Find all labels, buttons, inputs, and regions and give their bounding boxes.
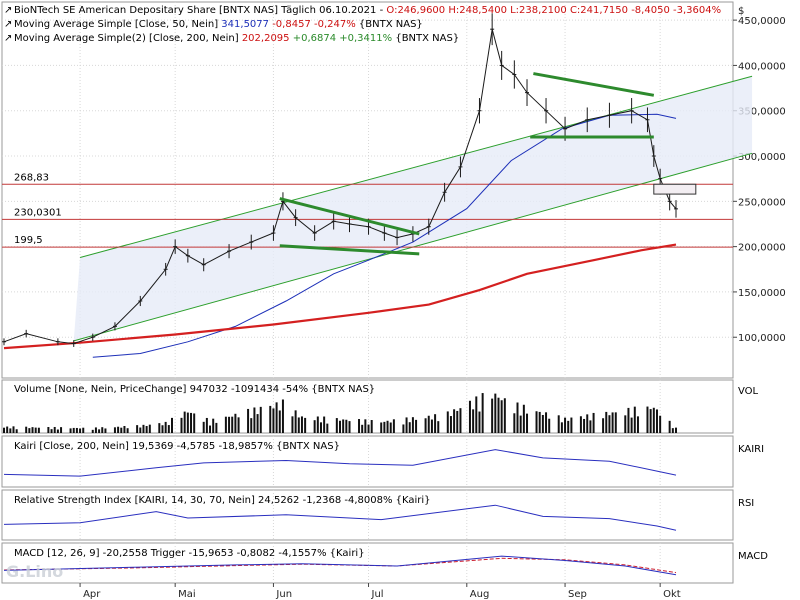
macd-pane: MACD MACD [12, 26, 9] -20,2558 Trigger -1… [1, 542, 768, 584]
ma200-legend-part: Moving Average Simple(2) [Close, 200, Ne… [14, 33, 242, 44]
x-tick-label-apr: Apr [83, 589, 101, 600]
price-pane: 100,0000 150,0000 200,0000 250,0000 300,0000… [1, 1, 786, 379]
x-tick-label-aug: Aug [470, 589, 490, 600]
ma200-legend: Moving Average Simple(2) [Close, 200, Ne… [14, 33, 459, 44]
kairi-pane: KAIRI Kairi [Close, 200, Nein] 19,5369 -4… [1, 435, 764, 488]
header-line-marker: ↗ [4, 5, 12, 16]
trend-channel-fill [73, 76, 753, 341]
macd-legend: MACD [12, 26, 9] -20,2558 Trigger -15,96… [14, 548, 365, 559]
currency-label: $ [738, 6, 744, 17]
x-axis: Apr Mai Jun Jul Aug Sep Okt [79, 583, 681, 600]
macd-line [3, 555, 677, 576]
level-label-1: 230,0301 [14, 207, 62, 218]
kairi-pane-frame [1, 435, 734, 488]
y-tick-label-400: 400,0000 [738, 61, 786, 72]
y-tick-label-450: 450,0000 [738, 16, 786, 27]
rsi-pane-frame [1, 489, 734, 541]
volume-pane-frame [1, 379, 734, 434]
ma50-legend-part: {BNTX NAS} [359, 19, 423, 30]
gap-box [653, 183, 697, 195]
kairi-pane-axis-label: KAIRI [738, 444, 764, 455]
level-label-2: 199,5 [14, 235, 43, 246]
y-tick-label-250: 250,0000 [738, 197, 786, 208]
pattern-line-0 [279, 197, 420, 236]
y-tick-label-150: 150,0000 [738, 288, 786, 299]
macd-pane-frame [1, 542, 734, 584]
ma50-legend-part: Moving Average Simple [Close, 50, Nein] [14, 19, 221, 30]
ma200-legend-part: {BNTX NAS} [395, 33, 459, 44]
rsi-pane: RSI Relative Strength Index [KAIRI, 14, 3… [1, 489, 754, 541]
logo-watermark: G.Lino [6, 562, 63, 581]
x-tick-label-okt: Okt [663, 589, 681, 600]
rsi-legend: Relative Strength Index [KAIRI, 14, 30, … [14, 495, 431, 506]
y-tick-label-200: 200,0000 [738, 243, 786, 254]
price-path [3, 29, 677, 345]
trend-channel-upper [79, 75, 753, 258]
header-line: BioNTech SE American Depositary Share [B… [14, 5, 721, 16]
x-tick-label-mai: Mai [178, 589, 196, 600]
ma50-legend-part: -0,8457 -0,247% [272, 19, 359, 30]
x-tick-label-jun: Jun [275, 589, 292, 600]
ma50-legend-marker: ↗ [4, 19, 12, 30]
pattern-line-2 [533, 72, 655, 97]
rsi-pane-axis-label: RSI [738, 498, 754, 509]
ma-series-2 [3, 243, 677, 350]
ma50-legend-part: 341,5077 [221, 19, 272, 30]
y-tick-label-350: 350,0000 [738, 107, 786, 118]
y-tick-label-300: 300,0000 [738, 152, 786, 163]
rsi-pane-line [3, 504, 677, 531]
kairi-legend: Kairi [Close, 200, Nein] 19,5369 -4,5785… [14, 441, 340, 452]
price-pane-frame [1, 1, 734, 379]
volume-legend: Volume [None, Nein, PriceChange] 947032 … [14, 384, 375, 395]
ma200-legend-part: +0,6874 +0,3411% [293, 33, 396, 44]
macd-pane-axis-label: MACD [738, 551, 768, 562]
x-tick-label-jul: Jul [371, 589, 384, 600]
header-line-part: BioNTech SE American Depositary Share [B… [14, 5, 386, 16]
ma200-legend-part: 202,2095 [242, 33, 293, 44]
pattern-line-1 [279, 244, 420, 256]
ma50-legend: Moving Average Simple [Close, 50, Nein] … [14, 19, 423, 30]
y-tick-label-100: 100,0000 [738, 333, 786, 344]
ma200-legend-marker: ↗ [4, 33, 12, 44]
volume-pane: Volume [None, Nein, PriceChange] 947032 … [1, 379, 759, 434]
header-line-part: O:246,9600 H:248,5400 L:238,2100 C:241,7… [386, 5, 631, 16]
level-label-0: 268,83 [14, 172, 49, 183]
legend: BioNTech SE American Depositary Share [B… [4, 5, 721, 44]
header-line-part: -8,4050 -3,3604% [631, 5, 721, 16]
x-tick-label-sep: Sep [568, 589, 587, 600]
volume-axis-label: VOL [738, 386, 759, 397]
kairi-pane-line [3, 449, 677, 477]
